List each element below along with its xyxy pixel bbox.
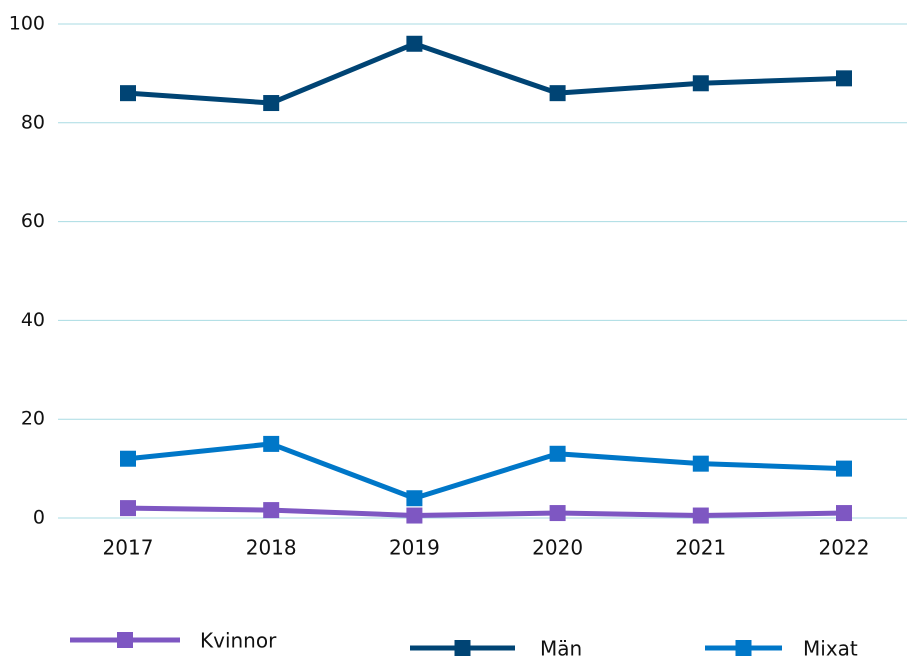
x-tick-label: 2020 xyxy=(532,536,583,560)
legend-marker xyxy=(117,632,133,648)
legend-marker xyxy=(735,640,752,656)
x-tick-label: 2018 xyxy=(246,536,297,560)
point-marker xyxy=(836,460,852,477)
y-tick-label: 60 xyxy=(21,210,45,232)
y-tick-label: 80 xyxy=(21,111,45,133)
point-marker xyxy=(120,450,136,467)
series-line xyxy=(127,441,845,501)
legend-label: Kvinnor xyxy=(200,629,277,653)
y-tick-label: 0 xyxy=(33,507,45,529)
legend-marker xyxy=(454,640,471,656)
point-marker xyxy=(406,35,423,52)
point-marker xyxy=(549,445,566,462)
y-tick-label: 40 xyxy=(21,309,45,331)
point-marker xyxy=(120,500,136,517)
point-marker xyxy=(263,502,280,519)
series-line xyxy=(127,41,845,106)
x-tick-label: 2017 xyxy=(103,536,154,560)
point-marker xyxy=(549,85,566,102)
legend-label: Män xyxy=(540,637,582,656)
point-marker xyxy=(263,95,280,112)
point-marker xyxy=(406,490,423,507)
point-marker xyxy=(836,70,852,87)
point-marker xyxy=(549,505,566,522)
series-line xyxy=(127,505,845,519)
y-tick-label: 20 xyxy=(21,408,45,430)
y-tick-label: 100 xyxy=(9,13,45,35)
x-tick-label: 2022 xyxy=(819,536,870,560)
x-tick-label: 2019 xyxy=(389,536,440,560)
point-marker xyxy=(406,507,423,524)
point-marker xyxy=(120,85,136,102)
point-marker xyxy=(692,507,709,524)
point-marker xyxy=(836,505,852,522)
legend-label: Mixat xyxy=(803,637,858,656)
x-tick-label: 2021 xyxy=(675,536,726,560)
point-marker xyxy=(692,75,709,92)
point-marker xyxy=(692,455,709,472)
point-marker xyxy=(263,435,280,452)
